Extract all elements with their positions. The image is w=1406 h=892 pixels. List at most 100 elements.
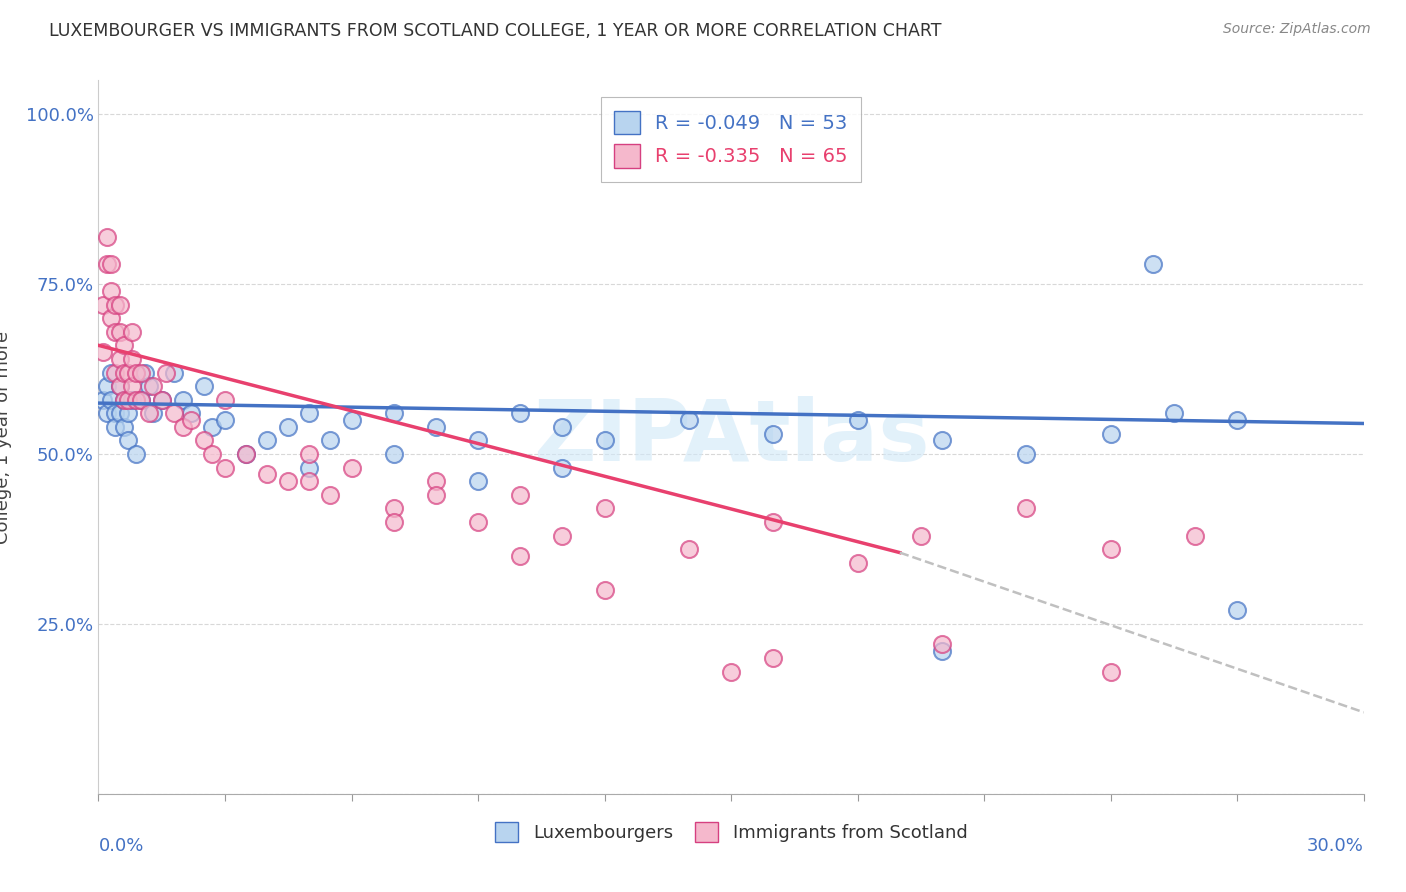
Point <box>678 542 700 557</box>
Point <box>931 637 953 651</box>
Point <box>425 488 447 502</box>
Point <box>425 475 447 489</box>
Point <box>172 392 194 407</box>
Point <box>467 434 489 448</box>
Point <box>762 515 785 529</box>
Point <box>382 406 405 420</box>
Point <box>138 406 160 420</box>
Point <box>104 325 127 339</box>
Point <box>762 426 785 441</box>
Point <box>551 460 574 475</box>
Point <box>108 351 131 366</box>
Point <box>509 488 531 502</box>
Point <box>129 392 152 407</box>
Point <box>1163 406 1185 420</box>
Point <box>100 257 122 271</box>
Point <box>134 366 156 380</box>
Point <box>104 406 127 420</box>
Point <box>112 392 135 407</box>
Point <box>298 475 321 489</box>
Point <box>382 447 405 461</box>
Point <box>931 644 953 658</box>
Point <box>340 413 363 427</box>
Point <box>96 257 118 271</box>
Point <box>100 392 122 407</box>
Point <box>340 460 363 475</box>
Point <box>201 420 224 434</box>
Point <box>1142 257 1164 271</box>
Point <box>201 447 224 461</box>
Point <box>91 297 114 311</box>
Point <box>104 297 127 311</box>
Point <box>509 549 531 563</box>
Point <box>593 501 616 516</box>
Point <box>467 515 489 529</box>
Point <box>108 379 131 393</box>
Point <box>108 379 131 393</box>
Point <box>467 475 489 489</box>
Point <box>762 651 785 665</box>
Point <box>1015 447 1038 461</box>
Point <box>112 338 135 352</box>
Point <box>256 467 278 482</box>
Text: ZIPAtlas: ZIPAtlas <box>533 395 929 479</box>
Point <box>117 366 139 380</box>
Point <box>1015 501 1038 516</box>
Point <box>150 392 173 407</box>
Point <box>163 366 186 380</box>
Point <box>846 413 869 427</box>
Point <box>112 420 135 434</box>
Point <box>193 379 215 393</box>
Y-axis label: College, 1 year or more: College, 1 year or more <box>0 331 11 543</box>
Point <box>910 528 932 542</box>
Point <box>1099 542 1122 557</box>
Point <box>319 434 342 448</box>
Point <box>298 447 321 461</box>
Text: 30.0%: 30.0% <box>1308 837 1364 855</box>
Point <box>551 420 574 434</box>
Point <box>163 406 186 420</box>
Point <box>142 379 165 393</box>
Point <box>1226 413 1249 427</box>
Point <box>214 413 236 427</box>
Point <box>129 392 152 407</box>
Point <box>125 392 148 407</box>
Point <box>214 460 236 475</box>
Point <box>551 528 574 542</box>
Point <box>108 406 131 420</box>
Point <box>277 475 299 489</box>
Point <box>129 366 152 380</box>
Point <box>1226 603 1249 617</box>
Point <box>121 379 143 393</box>
Point <box>319 488 342 502</box>
Point <box>138 379 160 393</box>
Point <box>425 420 447 434</box>
Point <box>256 434 278 448</box>
Point <box>91 345 114 359</box>
Point <box>277 420 299 434</box>
Point <box>509 406 531 420</box>
Point <box>121 351 143 366</box>
Point <box>235 447 257 461</box>
Point <box>121 392 143 407</box>
Point <box>117 406 139 420</box>
Point <box>91 392 114 407</box>
Point <box>100 311 122 326</box>
Point <box>108 325 131 339</box>
Legend: Luxembourgers, Immigrants from Scotland: Luxembourgers, Immigrants from Scotland <box>488 814 974 849</box>
Point <box>382 515 405 529</box>
Point <box>1184 528 1206 542</box>
Point <box>678 413 700 427</box>
Point <box>235 447 257 461</box>
Point <box>180 413 202 427</box>
Point <box>100 284 122 298</box>
Point <box>172 420 194 434</box>
Point <box>117 434 139 448</box>
Point <box>1099 426 1122 441</box>
Point <box>155 366 177 380</box>
Point <box>142 406 165 420</box>
Point <box>846 556 869 570</box>
Point <box>125 447 148 461</box>
Point <box>108 297 131 311</box>
Point <box>298 460 321 475</box>
